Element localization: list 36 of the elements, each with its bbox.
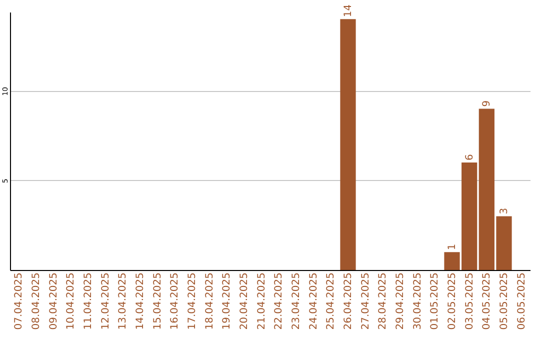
x-tick-label: 12.04.2025 <box>100 272 112 330</box>
data-label: 6 <box>464 154 476 160</box>
x-tick-label: 18.04.2025 <box>204 272 216 330</box>
x-tick-label: 23.04.2025 <box>291 272 302 330</box>
x-tick-label: 02.05.2025 <box>447 272 458 330</box>
x-tick-label: 24.04.2025 <box>308 272 320 330</box>
x-tick-label: 03.05.2025 <box>464 272 476 330</box>
x-tick-label: 17.04.2025 <box>187 272 198 330</box>
data-label: 1 <box>447 244 458 250</box>
x-tick-label: 04.05.2025 <box>482 272 493 330</box>
x-tick-label: 05.05.2025 <box>499 272 510 330</box>
x-tick-label: 27.04.2025 <box>360 272 372 330</box>
x-tick-label: 26.04.2025 <box>343 272 354 330</box>
x-tick-label: 09.04.2025 <box>48 272 60 330</box>
data-label: 14 <box>343 4 354 18</box>
x-tick-label: 25.04.2025 <box>326 272 337 330</box>
x-tick-label: 07.04.2025 <box>14 272 25 330</box>
x-tick-label: 06.05.2025 <box>516 272 528 330</box>
x-tick-label: 14.04.2025 <box>135 272 146 330</box>
x-tick-label: 21.04.2025 <box>256 272 268 330</box>
x-tick-label: 22.04.2025 <box>274 272 285 330</box>
x-tick-label: 16.04.2025 <box>170 272 181 330</box>
x-tick-label: 01.05.2025 <box>430 272 441 330</box>
x-tick-label: 15.04.2025 <box>152 272 164 330</box>
x-tick-label: 11.04.2025 <box>83 272 94 330</box>
x-tick-label: 10.04.2025 <box>66 272 77 330</box>
bar <box>340 19 356 270</box>
x-tick-label: 13.04.2025 <box>118 272 129 330</box>
x-tick-label: 30.04.2025 <box>412 272 424 330</box>
data-label: 3 <box>499 208 510 214</box>
x-tick-label: 19.04.2025 <box>222 272 233 330</box>
x-tick-label: 28.04.2025 <box>378 272 389 330</box>
x-tick-label: 20.04.2025 <box>239 272 250 330</box>
x-tick-label: 08.04.2025 <box>31 272 42 330</box>
data-label: 9 <box>482 100 493 107</box>
x-tick-label: 29.04.2025 <box>395 272 406 330</box>
